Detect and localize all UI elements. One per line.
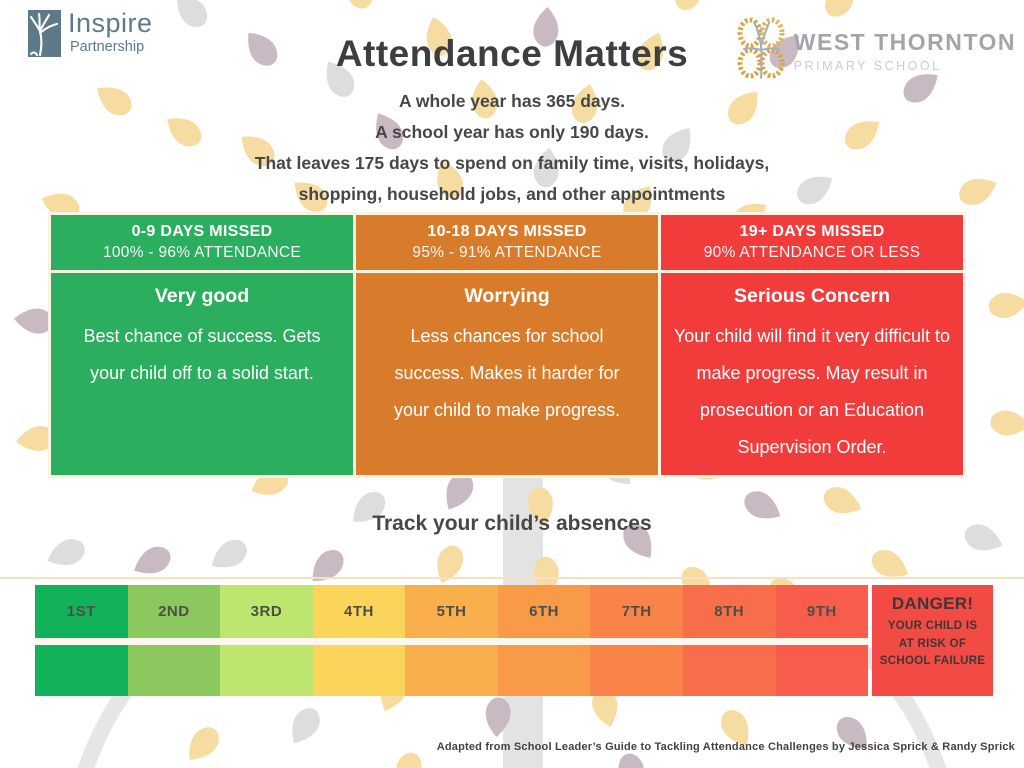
segment-label: 9TH [806,603,837,620]
band-days-range: 10-18 DAYS MISSED [427,223,587,240]
band-body-worrying: Worrying Less chances for school success… [356,273,658,475]
band-description: Less chances for school success. Makes i… [393,326,621,420]
tracker-heading: Track your child’s absences [372,512,652,535]
school-logo-name: WEST THORNTON [793,28,1016,55]
bands-body-row: Very good Best chance of success. Gets y… [51,273,963,475]
segment-label: 7TH [621,603,652,620]
intro-line-4: shopping, household jobs, and other appo… [298,184,726,204]
band-attendance-range: 95% - 91% ATTENDANCE [412,244,602,261]
band-header-good: 0-9 DAYS MISSED 100% - 96% ATTENDANCE [51,215,353,270]
school-logo-subtitle: PRIMARY SCHOOL [793,58,942,73]
band-description: Your child will find it very difficult t… [673,326,951,457]
band-days-range: 19+ DAYS MISSED [739,223,885,240]
segment-label: 2ND [158,603,190,620]
danger-line: AT RISK OF [898,637,967,650]
west-thornton-logo: WEST THORNTON PRIMARY SCHOOL [736,16,1016,87]
band-header-worrying: 10-18 DAYS MISSED 95% - 91% ATTENDANCE [356,215,658,270]
tracker-top-rule [0,577,1024,579]
inspire-tree-icon [28,10,61,62]
segment-label: 4TH [344,603,374,620]
band-label: Very good [154,285,250,307]
segment-label: 8TH [714,603,745,620]
band-label: Worrying [464,285,550,307]
danger-title: DANGER! [891,594,974,613]
band-days-range: 0-9 DAYS MISSED [131,223,273,240]
band-description: Best chance of success. Gets your child … [83,326,321,383]
inspire-logo-name: Inspire [68,8,153,38]
intro-text: A whole year has 365 days. A school year… [0,86,1024,210]
intro-line-1: A whole year has 365 days. [399,91,625,111]
page-title: Attendance Matters [335,33,689,74]
absence-tracker-bar: 1ST 2ND 3RD 4TH 5TH 6TH 7TH 8TH 9TH DANG… [35,585,994,696]
bands-header-row: 0-9 DAYS MISSED 100% - 96% ATTENDANCE 10… [51,215,963,270]
band-attendance-range: 90% ATTENDANCE OR LESS [703,244,921,261]
danger-line: SCHOOL FAILURE [879,655,986,667]
tracker-midline [35,638,868,645]
intro-line-3: That leaves 175 days to spend on family … [254,153,770,173]
band-label: Serious Concern [733,285,891,307]
band-attendance-range: 100% - 96% ATTENDANCE [102,244,302,261]
school-emblem-icon [736,16,786,87]
segment-label: 5TH [436,603,467,620]
segment-label: 1ST [66,603,96,620]
segment-label: 3RD [250,603,283,620]
band-body-good: Very good Best chance of success. Gets y… [51,273,353,475]
inspire-logo-subtitle: Partnership [70,39,145,55]
attendance-bands-table: 0-9 DAYS MISSED 100% - 96% ATTENDANCE 10… [48,212,966,478]
danger-line: YOUR CHILD IS [887,620,978,632]
segment-label: 6TH [529,603,560,620]
band-header-serious: 19+ DAYS MISSED 90% ATTENDANCE OR LESS [661,215,963,270]
band-body-serious: Serious Concern Your child will find it … [661,273,963,475]
inspire-partnership-logo: Inspire Partnership [28,10,153,62]
danger-zone: DANGER! YOUR CHILD IS AT RISK OF SCHOOL … [872,585,994,696]
attribution-text: Adapted from School Leader’s Guide to Ta… [436,741,1015,753]
intro-line-2: A school year has only 190 days. [375,122,649,142]
